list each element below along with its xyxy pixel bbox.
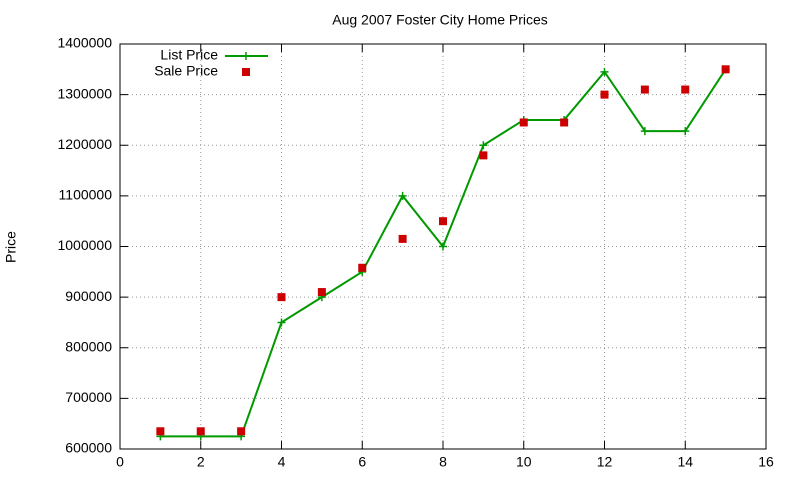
data-point [317,288,326,297]
y-tick-label: 1200000 [57,136,112,152]
x-tick-label: 12 [597,454,613,470]
data-point [398,191,407,200]
data-point [358,263,367,272]
data-point [600,67,609,76]
y-tick-label: 1100000 [59,187,113,203]
x-tick-label: 14 [677,454,693,470]
legend-label: Sale Price [154,63,218,79]
x-tick-label: 4 [278,454,286,470]
y-tick-label: 1300000 [57,85,112,101]
x-tick-label: 16 [758,454,774,470]
x-tick-label: 10 [516,454,532,470]
data-point [277,293,286,302]
y-tick-label: 700000 [65,389,112,405]
y-tick-label: 1400000 [57,35,112,51]
y-axis-label: Price [3,231,19,263]
y-tick-label: 900000 [65,288,112,304]
plot-frame [119,43,767,450]
y-tick-label: 600000 [65,440,112,456]
x-tick-label: 0 [116,454,124,470]
y-tick-label: 800000 [65,338,112,354]
x-tick-label: 6 [358,454,366,470]
data-point [560,118,569,127]
data-point [156,427,165,436]
data-point [398,234,407,243]
data-point [277,318,286,327]
x-tick-label: 2 [197,454,205,470]
data-point [681,127,690,136]
data-point [640,85,649,94]
data-point [721,65,730,74]
x-tick-label: 8 [439,454,447,470]
data-point [439,242,447,251]
data-point [681,85,690,94]
legend-swatch [242,52,250,60]
data-point [196,427,205,436]
data-point [519,118,528,127]
legend-swatch [242,68,250,76]
data-point [640,127,649,136]
chart-title: Aug 2007 Foster City Home Prices [332,12,548,28]
data-point [600,90,609,99]
y-tick-label: 1000000 [57,237,112,253]
data-point [479,141,488,150]
data-point [439,217,447,226]
legend-label: List Price [160,47,218,63]
data-point [237,427,246,436]
data-point [479,151,488,160]
